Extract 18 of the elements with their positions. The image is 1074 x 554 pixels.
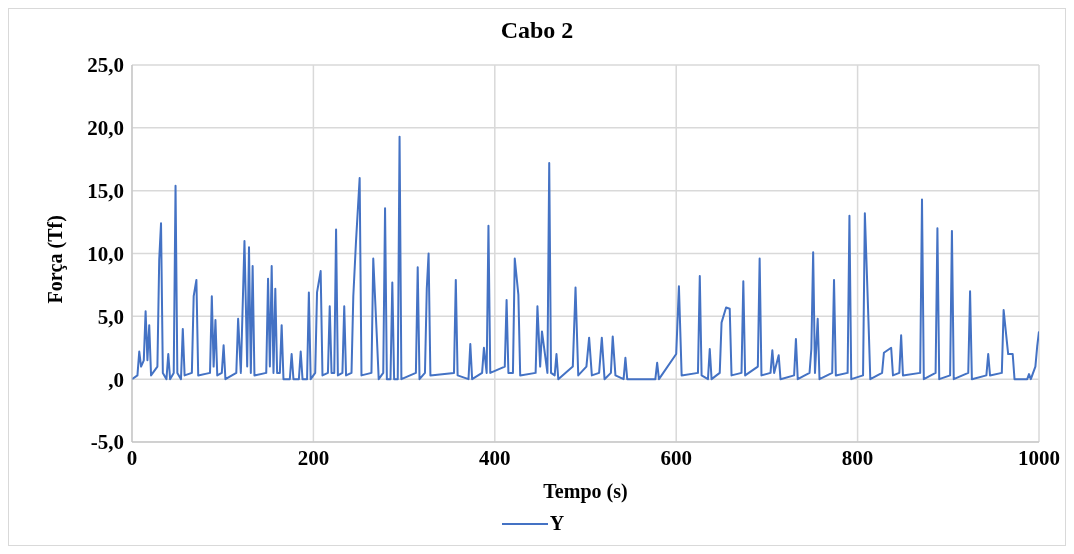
chart-title: Cabo 2	[499, 17, 575, 44]
y-tick-label: 10,0	[87, 241, 124, 266]
x-tick-label: 400	[479, 445, 511, 470]
y-tick-label: 20,0	[87, 116, 124, 141]
x-tick-label: 200	[297, 445, 330, 470]
y-tick-label: -5,0	[90, 430, 124, 455]
y-axis-title: Força (Tf)	[44, 215, 68, 304]
y-tick-label: 25,0	[87, 53, 124, 78]
x-tick-label: 0	[126, 445, 138, 470]
y-tick-label: 15,0	[87, 179, 124, 204]
legend-label: Y	[549, 512, 565, 535]
x-axis-title: Tempo (s)	[543, 480, 628, 503]
x-tick-label: 800	[841, 445, 874, 470]
y-tick-label: ,0	[108, 367, 124, 392]
line-series	[132, 135, 1039, 381]
x-tick-label: 600	[660, 445, 692, 470]
y-tick-label: 5,0	[97, 304, 124, 329]
x-tick-label: 1000	[1018, 445, 1060, 470]
